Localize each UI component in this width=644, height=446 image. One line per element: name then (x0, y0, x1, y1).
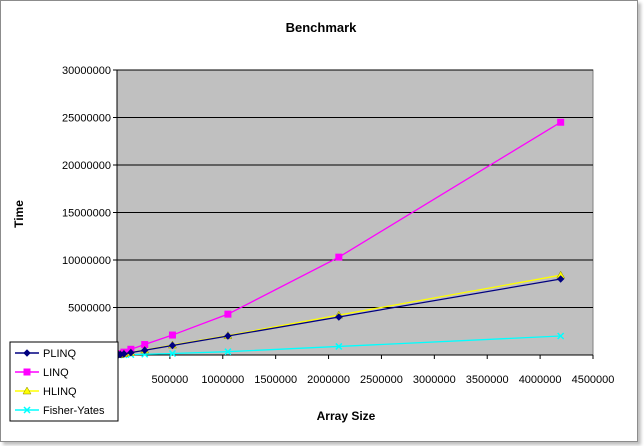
x-tick-label: 2500000 (360, 374, 403, 386)
legend-label: Fisher-Yates (43, 405, 105, 417)
data-point-plinq (120, 350, 128, 358)
legend-marker (23, 368, 31, 376)
x-tick-label: 1500000 (254, 374, 297, 386)
x-tick-labels: 500000 1000000 1500000 2000000 2500000 300000… (152, 355, 615, 386)
legend-marker (23, 406, 31, 414)
y-tick-label: 5000000 (68, 303, 111, 315)
data-point-plinq (224, 332, 232, 340)
data-point-plinq (168, 341, 177, 350)
x-tick-label: 1000000 (201, 374, 244, 386)
y-tick-label: 10000000 (62, 255, 111, 267)
data-point-fisher-yates (335, 342, 343, 350)
legend-label: HLINQ (43, 386, 77, 398)
gridlines (117, 69, 593, 308)
data-point-plinq (127, 348, 135, 357)
legend-marker (22, 386, 32, 395)
legend-label: LINQ (43, 367, 69, 379)
data-point-linq (557, 118, 565, 126)
chart-title: Benchmark (286, 20, 358, 35)
x-tick-label: 500000 (152, 374, 189, 386)
x-tick-label: 3500000 (466, 374, 509, 386)
x-tick-label: 4500000 (572, 374, 615, 386)
data-point-linq (224, 310, 232, 318)
data-point-linq (168, 331, 176, 339)
legend-item-hlinq: HLINQ (15, 386, 77, 398)
legend-item-plinq: PLINQ (15, 348, 76, 360)
data-point-plinq (335, 313, 343, 321)
data-point-plinq (556, 275, 565, 283)
legend: PLINQ LINQ HLINQ Fisher-Yates (9, 341, 119, 422)
x-axis-label: Array Size (317, 409, 376, 423)
data-point-linq (335, 253, 343, 261)
y-tick-labels: 5000000 10000000 15000000 20000000 25000000 3… (62, 65, 117, 315)
y-tick-label: 25000000 (62, 113, 111, 125)
data-point-fisher-yates (557, 332, 565, 340)
y-tick-label: 20000000 (62, 160, 111, 172)
x-tick-label: 4000000 (519, 374, 562, 386)
data-point-fisher-yates (168, 349, 176, 358)
data-point-plinq (141, 346, 149, 354)
benchmark-chart: Benchmark 5000000 10000000 15000000 2000000… (9, 20, 615, 423)
y-axis-label: Time (12, 200, 26, 228)
legend-marker (23, 349, 31, 357)
y-tick-label: 15000000 (62, 208, 111, 220)
x-tick-label: 3000000 (413, 374, 456, 386)
y-tick-label: 30000000 (62, 65, 111, 77)
legend-item-fisher-yates: Fisher-Yates (15, 405, 105, 417)
legend-item-linq: LINQ (15, 367, 69, 379)
data-point-fisher-yates (224, 348, 232, 356)
x-tick-label: 2000000 (307, 374, 350, 386)
legend-label: PLINQ (43, 348, 76, 360)
